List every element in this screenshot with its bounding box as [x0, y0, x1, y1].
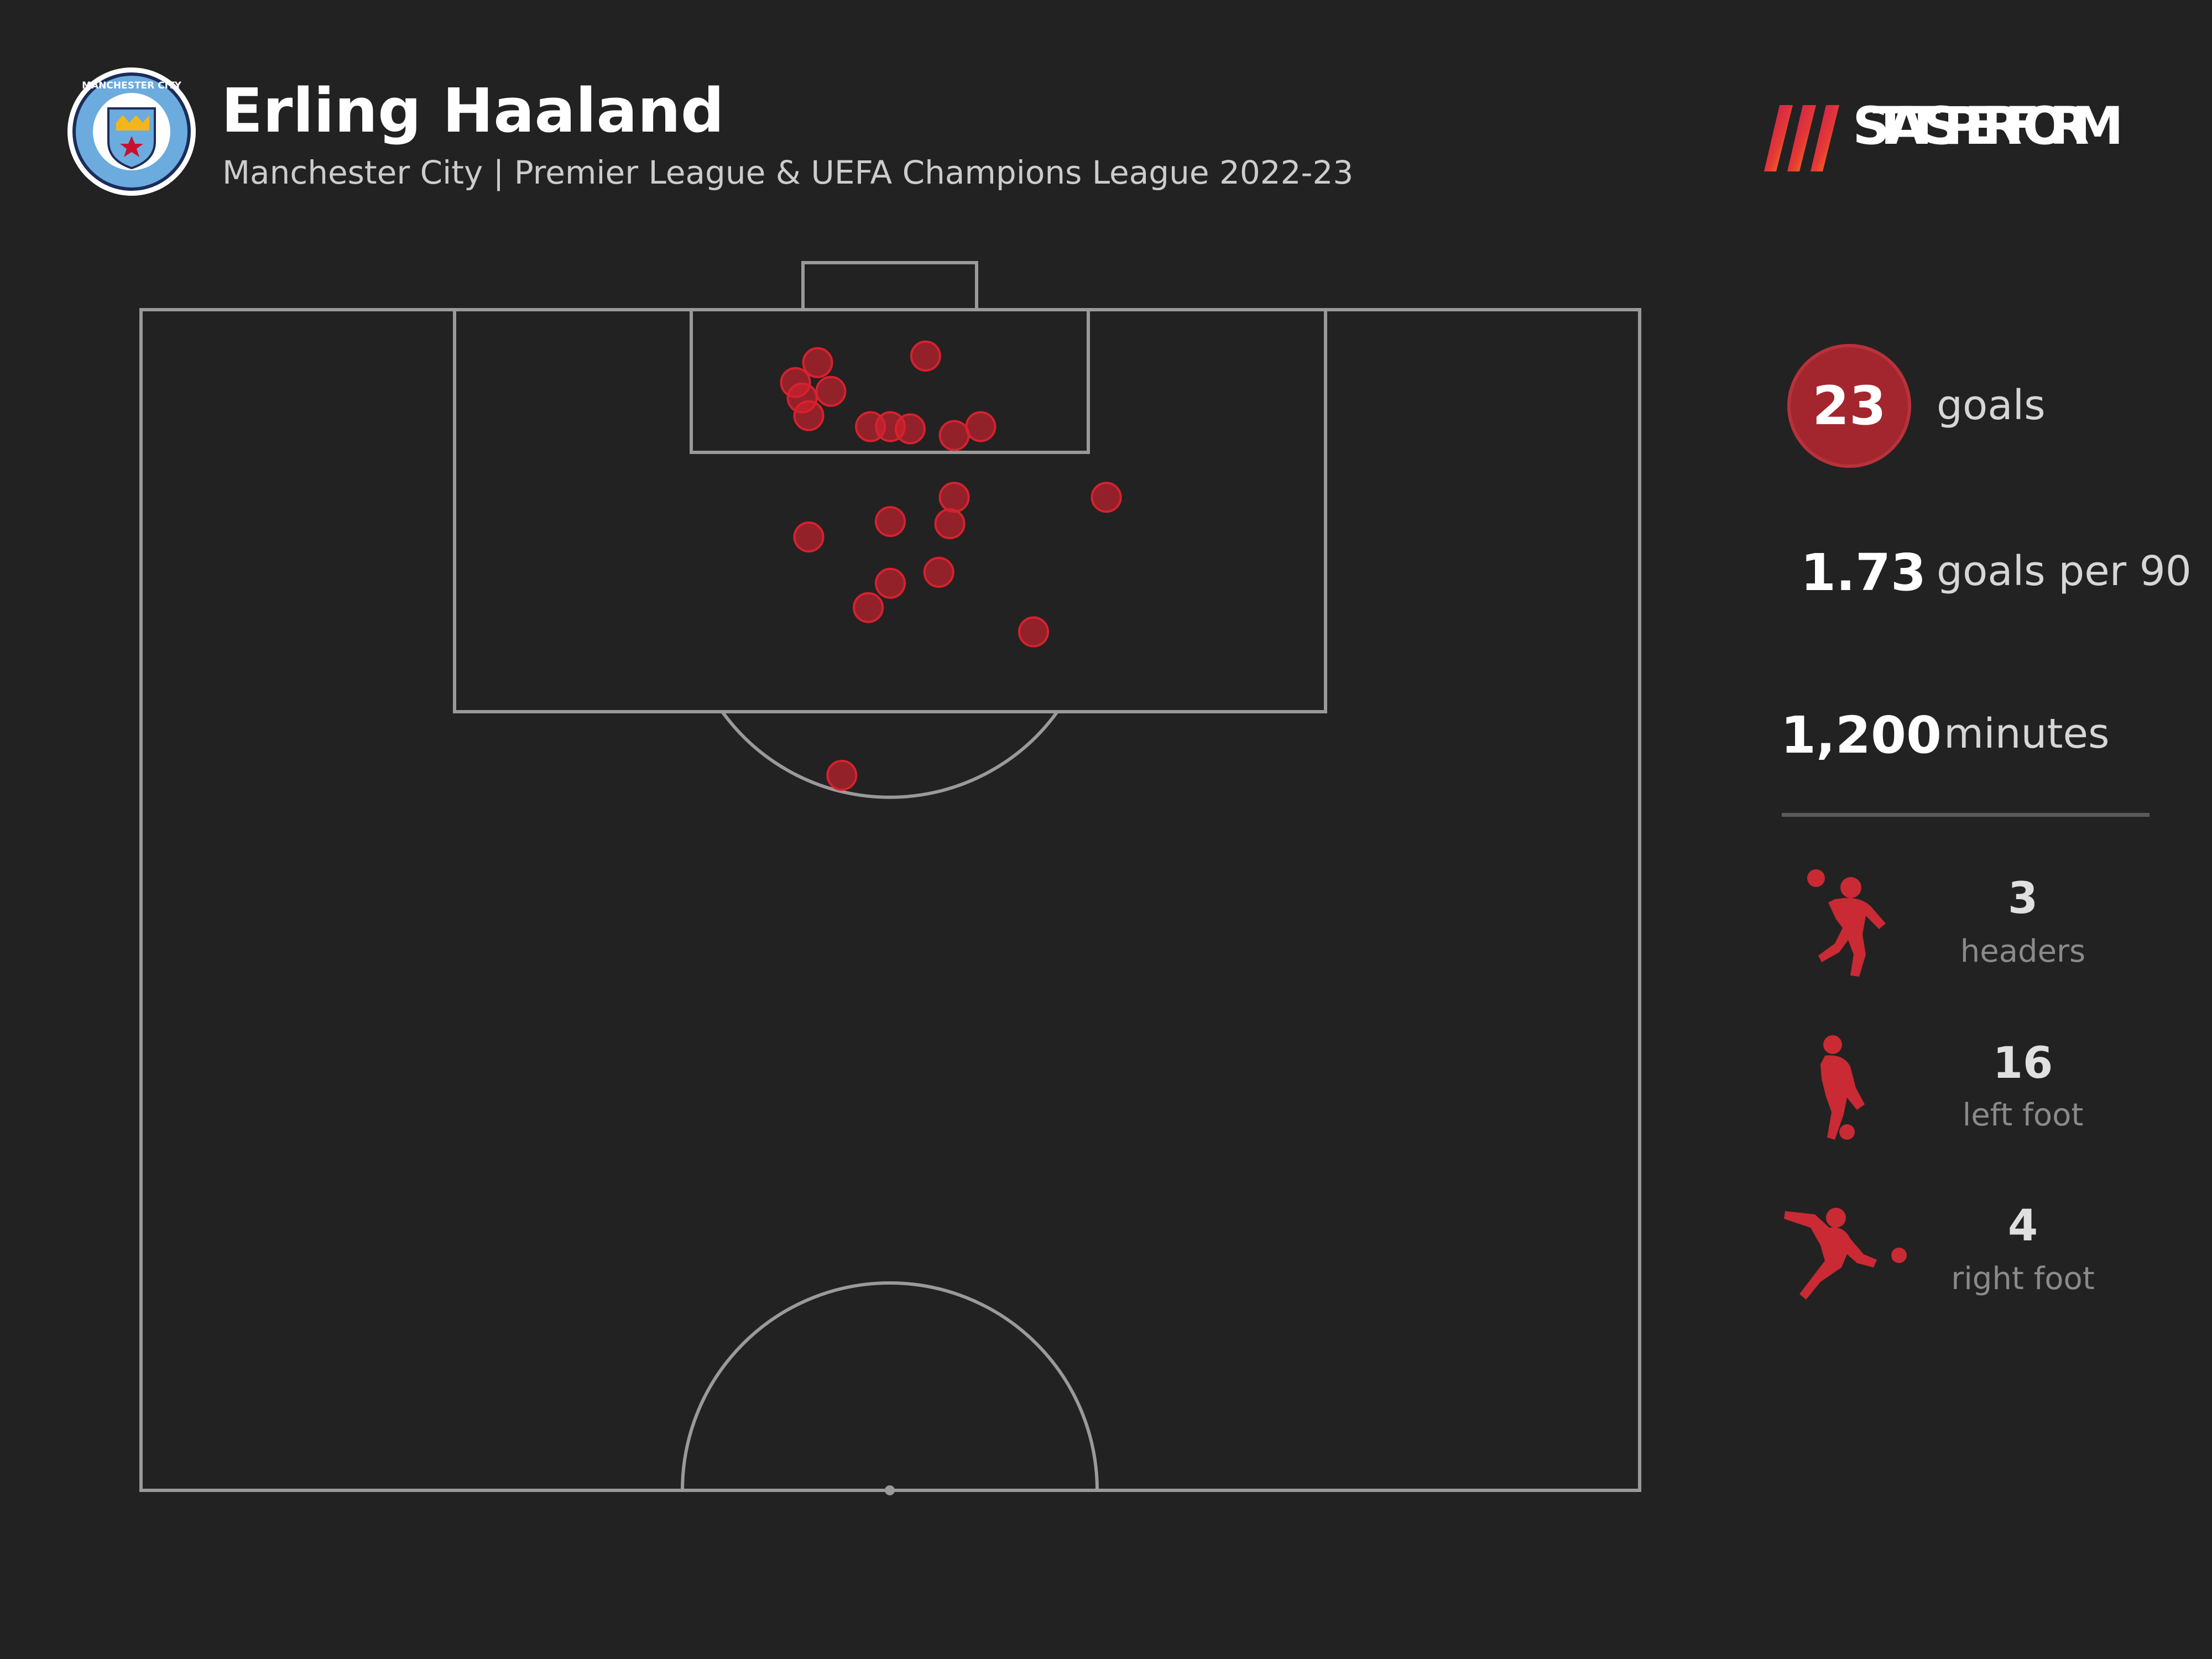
pitch-lines — [139, 261, 1641, 1492]
goal-markers — [780, 340, 1122, 791]
club-crest-logo: MANCHESTER CITY — [67, 67, 196, 196]
left-foot-label: left foot — [1962, 1097, 2084, 1133]
header-player-icon — [1807, 869, 1886, 977]
goal-marker — [826, 760, 858, 791]
centre-spot — [885, 1485, 895, 1495]
pitch-chart — [139, 261, 1641, 1495]
goal-marker — [938, 482, 970, 513]
goals-badge: 23 — [1787, 344, 1911, 468]
goal-marker — [938, 420, 970, 451]
headers-label: headers — [1960, 933, 2086, 969]
divider — [1782, 813, 2150, 817]
goal-marker — [1091, 482, 1122, 513]
goal-marker — [965, 411, 997, 442]
goal — [801, 261, 978, 311]
goal-marker — [1018, 616, 1049, 648]
goals-per-90-value: 1.73 — [1801, 543, 1926, 602]
goal-marker — [875, 567, 906, 599]
goal-marker — [802, 347, 833, 378]
goal-marker — [793, 521, 825, 552]
goal-marker — [910, 340, 941, 372]
half-pitch-outline — [139, 308, 1641, 1492]
minutes-value: 1,200 — [1781, 706, 1942, 765]
centre-circle-arc — [681, 1281, 1099, 1491]
right-foot-player-icon — [1784, 1208, 1907, 1300]
goal-marker — [923, 556, 954, 588]
goals-label: goals — [1937, 382, 2046, 429]
goals-value: 23 — [1812, 375, 1886, 437]
goal-marker — [815, 375, 847, 407]
goal-marker — [894, 413, 926, 445]
left-foot-player-icon — [1820, 1035, 1865, 1140]
left-foot-count: 16 — [1992, 1039, 2053, 1088]
goals-per-90-label: goals per 90 — [1937, 547, 2192, 595]
stats-perform-logo: STATS PERFORM — [1764, 96, 2124, 171]
penalty-arc — [721, 711, 1059, 799]
right-foot-label: right foot — [1951, 1261, 2095, 1297]
goal-marker — [793, 400, 825, 431]
goal-marker — [875, 506, 906, 538]
minutes-label: minutes — [1944, 710, 2110, 758]
player-name: Erling Haaland — [221, 75, 724, 146]
logo-text: STATS PERFORM — [1853, 96, 2124, 156]
goal-marker — [853, 592, 884, 623]
right-foot-count: 4 — [2007, 1201, 2038, 1251]
goal-marker — [934, 508, 966, 540]
subtitle: Manchester City | Premier League & UEFA … — [222, 154, 1354, 191]
headers-count: 3 — [2007, 874, 2038, 924]
svg-text:MANCHESTER CITY: MANCHESTER CITY — [82, 80, 181, 91]
